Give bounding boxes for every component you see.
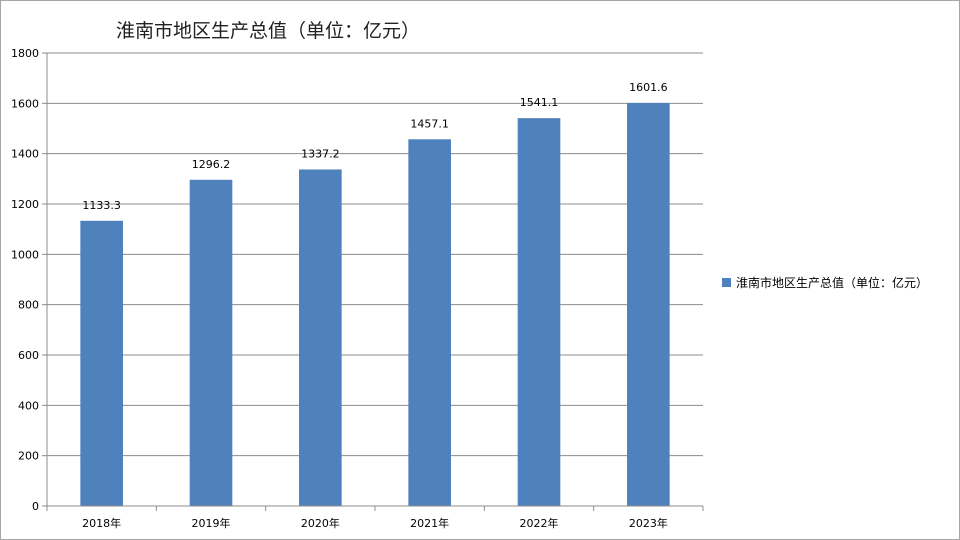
y-tick-label: 1000 [11,248,39,261]
data-labels: 1133.3 1296.2 1337.2 1457.1 1541.1 1601.6 [82,81,667,212]
bars [80,102,670,507]
y-tick-label: 400 [18,399,39,412]
x-tick-label: 2022年 [520,516,559,530]
data-label: 1457.1 [410,117,449,130]
bar [627,102,670,506]
bar [189,179,233,506]
x-tick-label: 2019年 [192,516,231,530]
data-label: 1601.6 [629,81,668,94]
bar [408,139,451,506]
y-tick-label: 800 [18,299,39,312]
bar [517,118,561,507]
y-tick-label: 1600 [11,97,39,110]
y-tick-label: 1800 [11,47,39,60]
data-label: 1541.1 [520,96,559,109]
y-tick-label: 1400 [11,148,39,161]
data-label: 1296.2 [192,158,231,171]
data-label: 1133.3 [82,199,121,212]
gridlines [47,52,703,457]
y-tick-label: 600 [18,349,39,362]
x-tick-label: 2018年 [82,516,121,530]
legend-label: 淮南市地区生产总值（单位：亿元） [736,275,928,290]
x-tick-label: 2023年 [629,516,668,530]
y-tick-label: 1200 [11,198,39,211]
x-tick-label: 2021年 [410,516,449,530]
y-tick-label: 0 [32,500,39,513]
data-label: 1337.2 [301,147,340,160]
bar [299,169,342,507]
x-tick-label: 2020年 [301,516,340,530]
y-tick-label: 200 [18,450,39,463]
legend-swatch [722,278,731,287]
bar [80,220,123,506]
chart-title: 淮南市地区生产总值（单位：亿元） [116,20,420,42]
axes: 0 200 400 600 800 1000 1200 1400 1600 1800 2018年 20… [11,47,704,530]
legend: 淮南市地区生产总值（单位：亿元） [722,275,928,290]
